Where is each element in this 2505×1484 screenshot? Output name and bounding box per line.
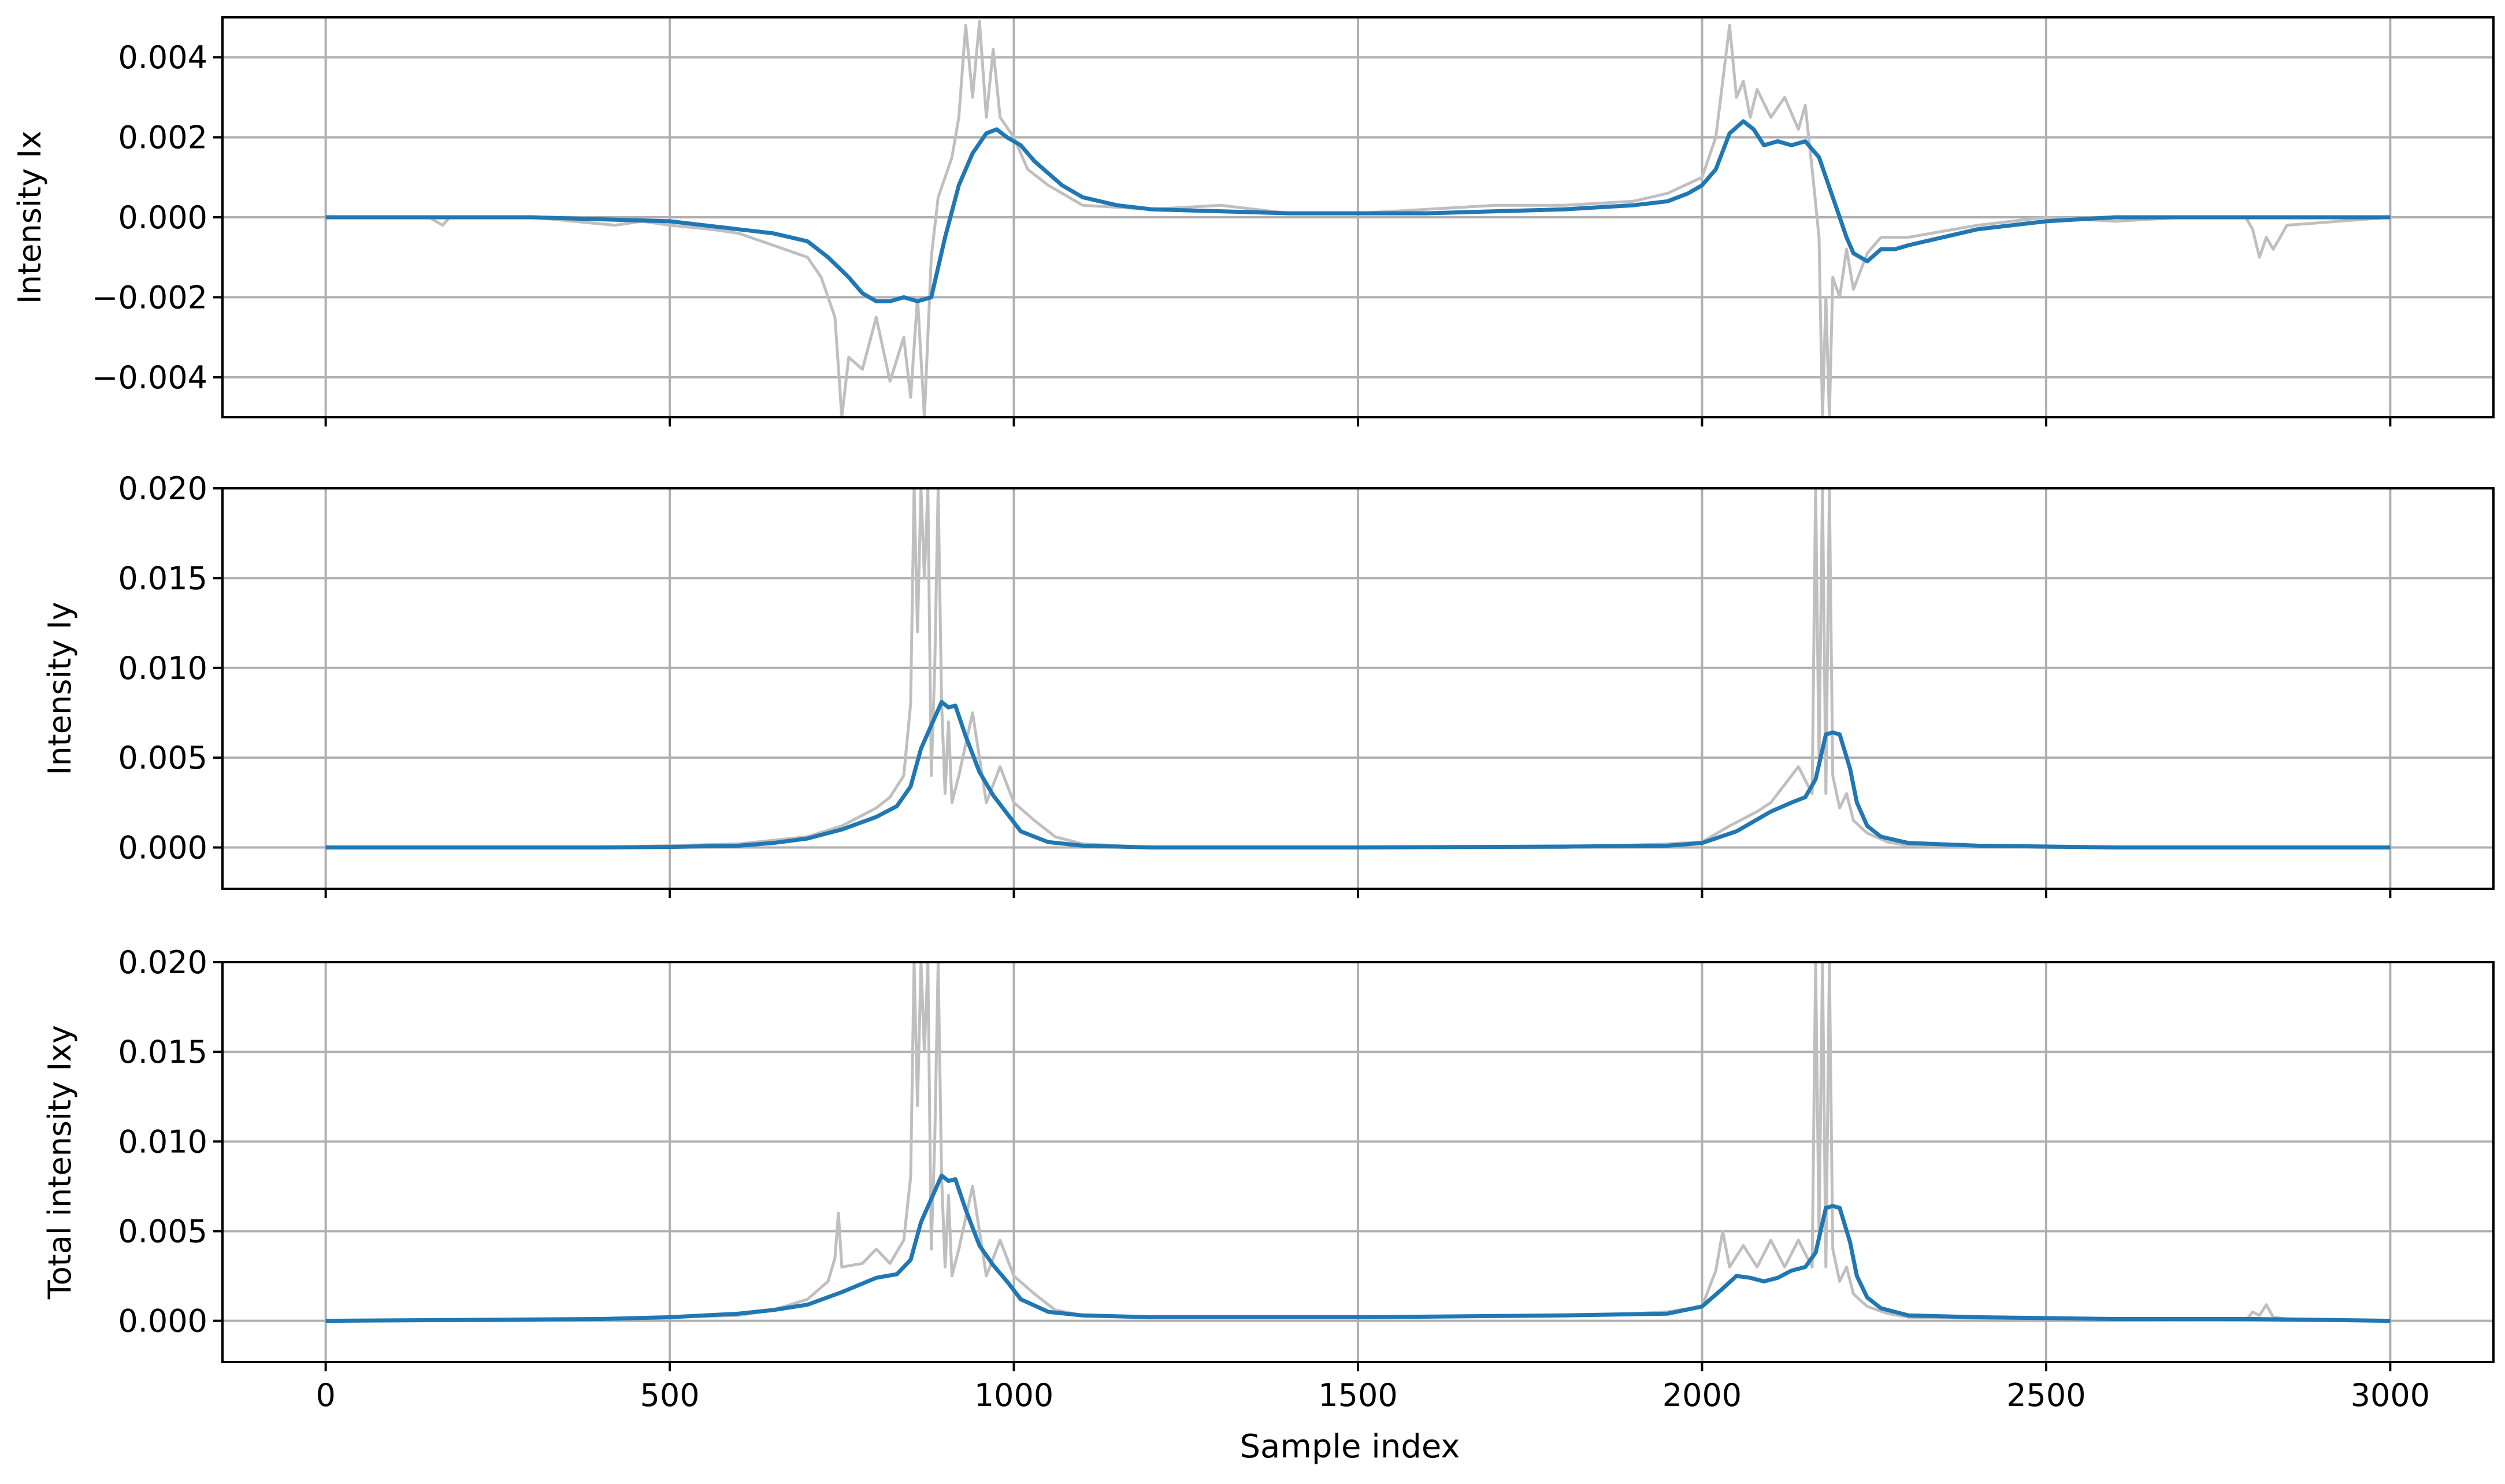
y-tick-label: −0.004 [92,359,207,396]
smoothed-signal-line [325,119,2391,303]
y-tick-label: 0.004 [118,39,207,76]
x-tick-label: 1500 [1318,1377,1397,1413]
plot-area [325,20,2391,417]
x-tick-label: 2000 [1662,1377,1742,1413]
chart-panel-1: −0.004 −0.002 0.000 0.002 0.004 Intensity Ix [12,16,2495,426]
x-tick-label: 1000 [974,1377,1053,1413]
plot-area [325,488,2391,849]
panels: −0.004 −0.002 0.000 0.002 0.004 Intensity Ix 0… [12,16,2495,1413]
chart-panel-3: 0 500 1000 1500 2000 2500 3000 0.000 0.005 0.010 0… [42,944,2495,1413]
x-tick-label: 2500 [2006,1377,2085,1413]
y-tick-label: 0.002 [118,120,207,156]
y-tick-label: 0.015 [118,1034,207,1070]
y-axis-label: Total intensity Ixy [42,1025,78,1300]
y-tick-label: 0.010 [118,650,207,687]
y-tick-label: 0.020 [118,944,207,981]
x-tick-label: 500 [640,1377,700,1413]
y-tick-label: 0.015 [118,560,207,596]
y-axis-label: Intensity Iy [42,602,78,775]
y-tick-label: 0.020 [118,470,207,507]
plot-area [325,962,2391,1323]
y-tick-label: 0.010 [118,1123,207,1160]
y-axis-label: Intensity Ix [12,131,48,304]
chart-panel-2: 0.000 0.005 0.010 0.015 0.020 Intensity Iy [42,470,2495,898]
raw-signal-line [325,488,2391,849]
x-tick-label: 0 [316,1377,335,1413]
y-tick-label: 0.000 [118,830,207,866]
smoothed-signal-line [325,700,2391,849]
y-tick-label: 0.000 [118,199,207,236]
y-tick-label: 0.005 [118,740,207,776]
y-tick-label: 0.000 [118,1303,207,1340]
x-axis-label: Sample index [1240,1428,1460,1466]
y-tick-label: −0.002 [92,279,207,316]
y-tick-label: 0.005 [118,1213,207,1249]
smoothed-signal-line [325,1173,2391,1323]
x-tick-label: 3000 [2351,1377,2430,1413]
